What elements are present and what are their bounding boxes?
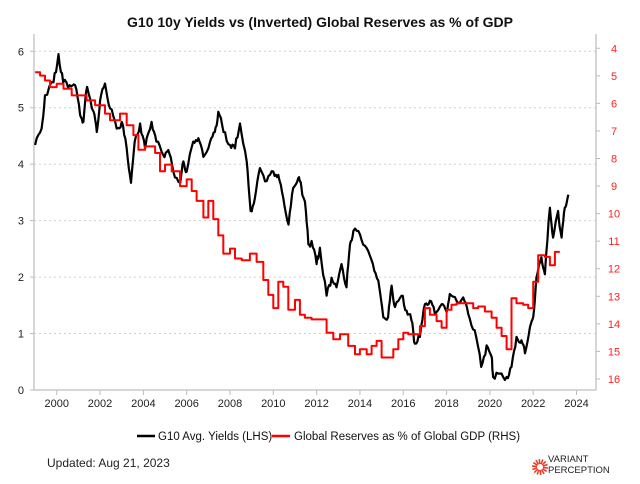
right-tick-label: 6 <box>611 98 617 110</box>
logo-ray <box>532 466 537 467</box>
logo-line1: VARIANT <box>548 454 589 465</box>
x-tick-label: 2024 <box>564 398 588 410</box>
right-tick-label: 14 <box>608 319 620 331</box>
left-tick-label: 4 <box>18 159 24 171</box>
left-tick-label: 6 <box>18 46 24 58</box>
right-tick-label: 8 <box>611 154 617 166</box>
right-tick-label: 13 <box>608 291 620 303</box>
x-tick-label: 2004 <box>131 398 155 410</box>
right-tick-label: 9 <box>611 181 617 193</box>
chart-title: G10 10y Yields vs (Inverted) Global Rese… <box>127 14 513 30</box>
right-tick-label: 12 <box>608 264 620 276</box>
left-tick-label: 0 <box>18 385 24 397</box>
x-tick-label: 2008 <box>218 398 242 410</box>
left-tick-label: 2 <box>18 272 24 284</box>
x-tick-label: 2022 <box>521 398 545 410</box>
x-tick-label: 2020 <box>478 398 502 410</box>
right-tick-label: 15 <box>608 346 620 358</box>
x-tick-label: 2000 <box>44 398 68 410</box>
legend-label-reserves: Global Reserves as % of Global GDP (RHS) <box>294 431 520 443</box>
sunburst-icon <box>532 459 548 475</box>
series-layer <box>35 54 568 380</box>
x-tick-label: 2018 <box>434 398 458 410</box>
logo-ray <box>532 468 537 470</box>
logo-ray <box>543 465 548 467</box>
right-tick-label: 7 <box>611 126 617 138</box>
variant-perception-logo: VARIANT PERCEPTION <box>532 454 610 476</box>
legend: G10 Avg. Yields (LHS) Global Reserves as… <box>137 431 520 443</box>
x-tick-label: 2006 <box>174 398 198 410</box>
x-tick-label: 2012 <box>304 398 328 410</box>
gridlines <box>34 51 596 333</box>
left-tick-label: 1 <box>18 329 24 341</box>
legend-label-yields: G10 Avg. Yields (LHS) <box>158 431 272 443</box>
right-tick-label: 16 <box>608 374 620 386</box>
yields-line <box>35 54 568 380</box>
right-tick-label: 10 <box>608 209 620 221</box>
left-tick-label: 3 <box>18 216 24 228</box>
x-tick-label: 2014 <box>348 398 372 410</box>
right-tick-label: 11 <box>608 236 619 248</box>
right-tick-label: 4 <box>611 43 617 55</box>
updated-date: Updated: Aug 21, 2023 <box>47 456 170 470</box>
x-tick-label: 2010 <box>261 398 285 410</box>
logo-line2: PERCEPTION <box>548 465 610 476</box>
x-tick-label: 2016 <box>391 398 415 410</box>
left-tick-label: 5 <box>18 103 24 115</box>
x-tick-label: 2002 <box>88 398 112 410</box>
right-tick-label: 5 <box>611 71 617 83</box>
